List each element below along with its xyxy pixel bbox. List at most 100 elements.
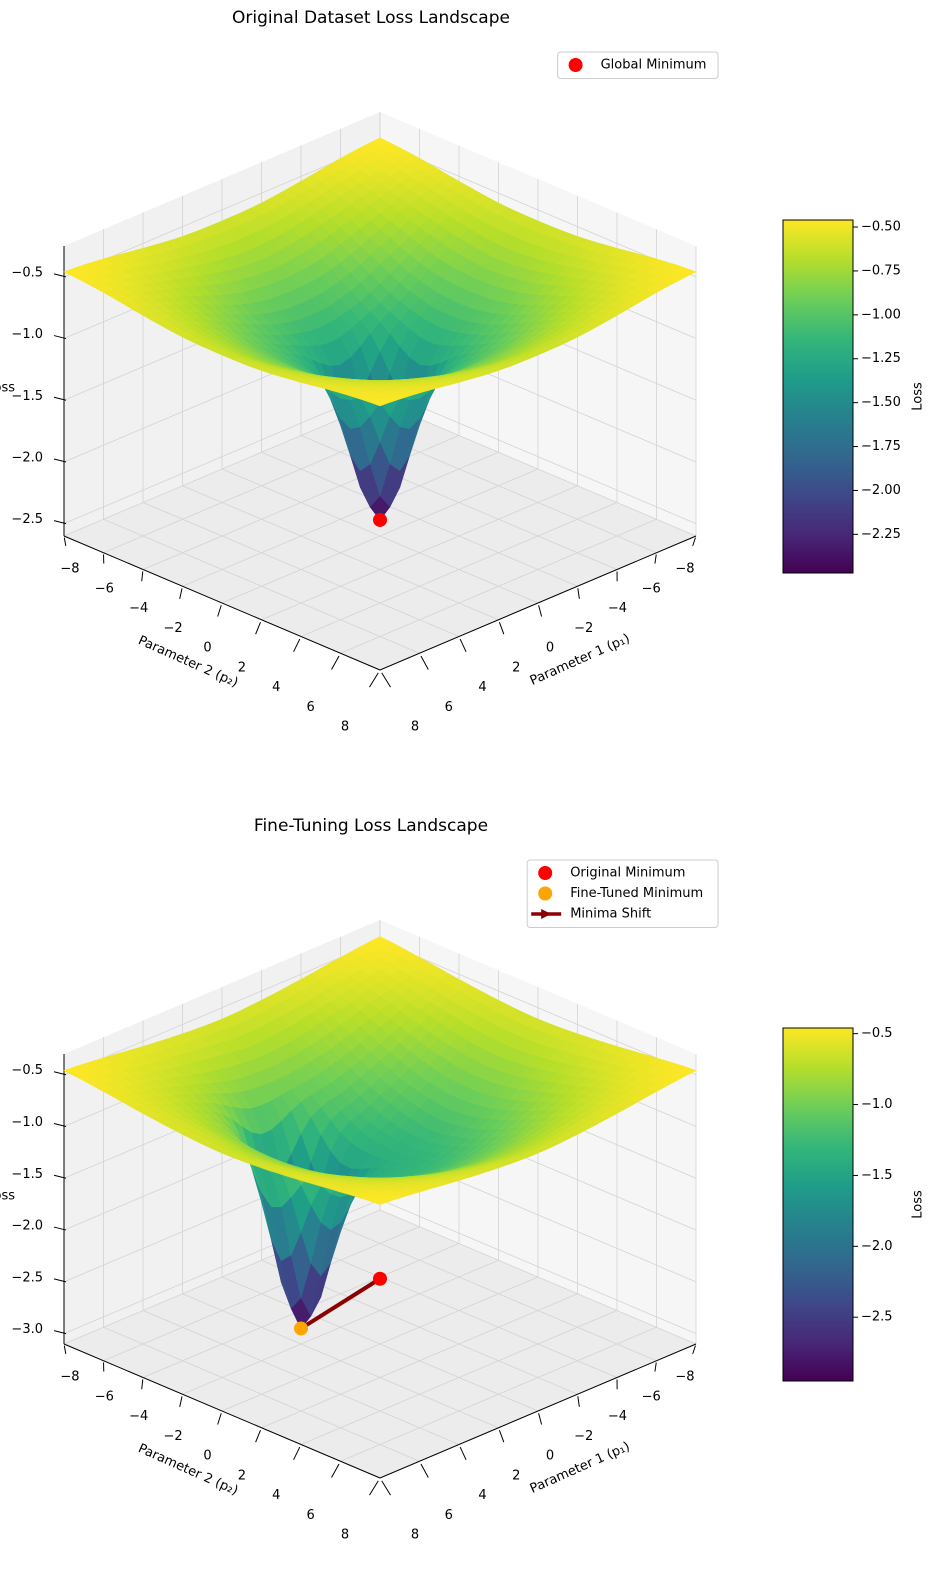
chart-title: Original Dataset Loss Landscape xyxy=(232,8,510,28)
z-tick-label: −2.5 xyxy=(11,1270,43,1285)
grid-line xyxy=(182,1259,499,1395)
chart-title: Fine-Tuning Loss Landscape xyxy=(254,816,488,836)
grid-line xyxy=(340,1326,657,1462)
y-axis xyxy=(63,1343,381,1479)
grid-line xyxy=(379,1199,697,1335)
x-tick xyxy=(459,1446,467,1461)
x-tick-label: 0 xyxy=(546,641,554,656)
grid-line xyxy=(182,451,499,587)
y-tick xyxy=(63,537,67,546)
y-tick xyxy=(255,1429,261,1443)
x-tick xyxy=(459,638,467,653)
y-tick-label: 8 xyxy=(341,720,349,735)
y-axis-label: Parameter 2 (p₂) xyxy=(136,633,241,691)
y-tick xyxy=(331,1463,340,1478)
x-tick-label: 2 xyxy=(512,660,520,675)
z-axis-label: Loss xyxy=(0,1189,15,1204)
surface xyxy=(63,137,697,521)
y-tick xyxy=(63,1345,67,1354)
y-tick-label: −4 xyxy=(129,601,148,616)
x-tick xyxy=(654,1362,657,1372)
surface-patch xyxy=(369,1197,391,1205)
x-tick-label: −8 xyxy=(675,562,694,577)
colorbar-tick-label: −1.75 xyxy=(861,439,901,454)
x-tick xyxy=(498,621,505,635)
x-tick-label: 8 xyxy=(411,720,419,735)
y-tick-label: −4 xyxy=(129,1409,148,1424)
grid-line xyxy=(379,940,697,1076)
x-tick-label: 4 xyxy=(478,1488,486,1503)
z-tick-label: −1.0 xyxy=(11,327,43,342)
x-tick xyxy=(577,588,580,599)
x-tick xyxy=(420,655,429,670)
z-tick-label: −0.5 xyxy=(11,1063,43,1078)
surface xyxy=(63,936,697,1330)
legend-marker xyxy=(538,886,553,901)
z-tick-label: −0.5 xyxy=(11,265,43,280)
grid-line xyxy=(221,468,539,604)
x-tick-label: 6 xyxy=(445,1508,453,1523)
colorbar-tick-label: −1.25 xyxy=(861,351,901,366)
y-tick xyxy=(369,672,379,688)
y-tick-label: −6 xyxy=(95,1389,114,1404)
legend-marker xyxy=(568,58,583,72)
y-tick xyxy=(217,1413,222,1425)
colorbar-tick-label: −1.50 xyxy=(861,395,901,410)
x-axis xyxy=(379,1343,697,1479)
minimum-point xyxy=(294,1321,308,1336)
grid-line xyxy=(379,389,697,525)
colorbar-label: Loss xyxy=(911,1190,926,1219)
x-tick xyxy=(577,1396,580,1407)
colorbar-tick-label: −1.0 xyxy=(861,1097,893,1112)
x-tick-label: 0 xyxy=(546,1449,554,1464)
legend-label: Global Minimum xyxy=(601,58,707,73)
colorbar-tick-label: −2.0 xyxy=(861,1239,893,1254)
y-tick xyxy=(293,1446,301,1461)
colorbar xyxy=(782,1027,854,1382)
z-tick-label: −2.0 xyxy=(11,1219,43,1234)
y-tick xyxy=(369,1480,379,1496)
y-tick xyxy=(217,605,222,617)
z-tick-label: −1.5 xyxy=(11,1167,43,1182)
x-tick-label: 8 xyxy=(411,1528,419,1543)
y-tick-label: 0 xyxy=(203,641,211,656)
x-tick xyxy=(654,554,657,564)
shift-line xyxy=(299,1277,382,1331)
y-tick xyxy=(141,571,144,582)
colorbar-tick-label: −2.5 xyxy=(861,1310,893,1325)
x-tick-label: −6 xyxy=(642,1389,661,1404)
x-tick xyxy=(381,672,391,688)
x-tick-label: 4 xyxy=(478,680,486,695)
minimum-point xyxy=(373,1271,387,1286)
x-tick xyxy=(498,1429,505,1443)
y-tick-label: −8 xyxy=(60,1370,79,1385)
y-tick-label: 8 xyxy=(341,1528,349,1543)
y-axis xyxy=(63,535,381,671)
colorbar-tick-label: −0.50 xyxy=(861,220,901,235)
y-tick-label: 2 xyxy=(238,1468,246,1483)
surface-patch xyxy=(369,398,391,407)
y-tick-label: −2 xyxy=(164,621,183,636)
y-tick xyxy=(141,1379,144,1390)
x-tick xyxy=(538,605,543,617)
y-tick-label: 6 xyxy=(306,700,314,715)
grid-line xyxy=(379,142,697,278)
y-tick-label: 0 xyxy=(203,1449,211,1464)
grid-line xyxy=(340,518,657,654)
y-tick xyxy=(293,638,301,653)
x-tick-label: 6 xyxy=(445,700,453,715)
x-tick xyxy=(692,1345,696,1355)
y-tick-label: −6 xyxy=(95,581,114,596)
z-tick-label: −2.5 xyxy=(11,512,43,527)
grid-line xyxy=(63,940,381,1076)
grid-line xyxy=(63,401,381,537)
y-tick-label: 6 xyxy=(306,1508,314,1523)
x-tick xyxy=(538,1413,543,1425)
colorbar-tick-label: −1.00 xyxy=(861,307,901,322)
y-tick xyxy=(255,621,261,635)
y-tick xyxy=(331,655,340,670)
grid-line xyxy=(300,1310,618,1445)
x-tick-label: −2 xyxy=(574,1429,593,1444)
grid-line xyxy=(63,389,381,525)
